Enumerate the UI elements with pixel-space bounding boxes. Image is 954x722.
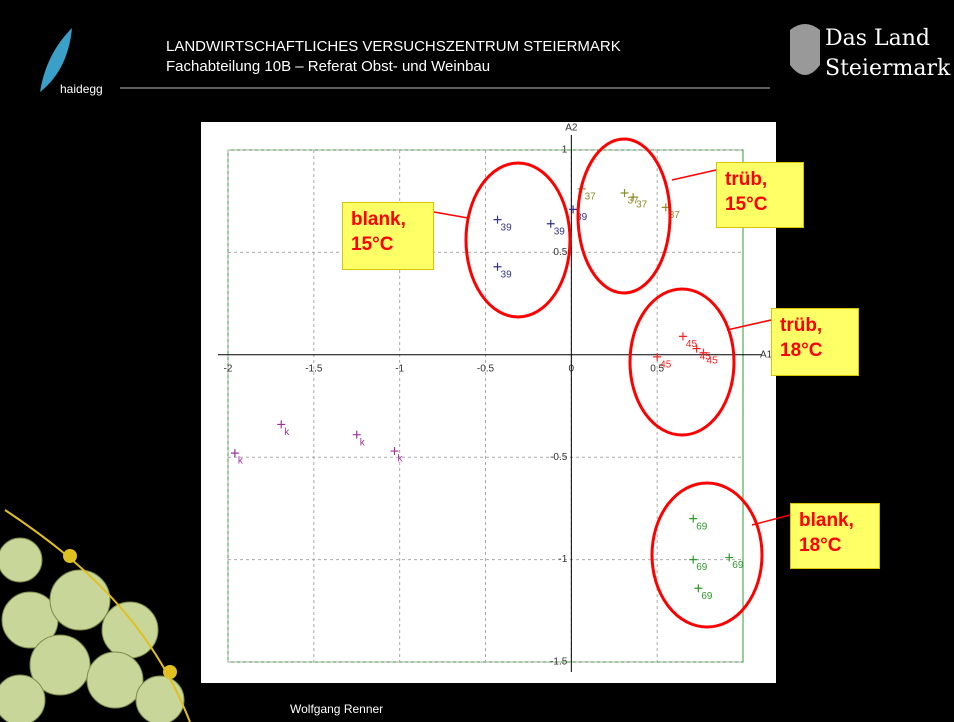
- point-label: 69: [701, 591, 713, 602]
- annotation: blank,18°C: [790, 503, 880, 569]
- x-tick-label: -0.5: [477, 363, 495, 374]
- y-axis-label: A2: [565, 123, 578, 134]
- callout-line: [752, 515, 790, 525]
- point-label: k: [398, 454, 404, 465]
- callout-line: [672, 170, 716, 180]
- highlight-ellipse: [630, 289, 734, 435]
- point-label: 69: [696, 521, 708, 532]
- point-label: 69: [732, 560, 744, 571]
- x-tick-label: -2: [224, 363, 233, 374]
- point-label: 45: [660, 359, 672, 370]
- highlight-ellipse: [652, 483, 762, 627]
- y-tick-label: 1: [562, 145, 568, 156]
- point-label: 39: [501, 222, 513, 233]
- y-tick-label: -1.5: [550, 657, 568, 668]
- x-tick-label: -1: [395, 363, 404, 374]
- point-label: 39: [554, 226, 566, 237]
- annotation: trüb,18°C: [771, 308, 859, 376]
- point-label: 69: [696, 562, 708, 573]
- point-label: 45: [707, 355, 719, 366]
- slide: LANDWIRTSCHAFTLICHES VERSUCHSZENTRUM STE…: [0, 0, 954, 722]
- point-label: k: [284, 427, 290, 438]
- callout-line: [727, 320, 771, 330]
- point-label: 37: [585, 192, 597, 203]
- plot-frame: [228, 150, 743, 662]
- annotation: trüb,15°C: [716, 162, 804, 228]
- point-label: k: [360, 437, 366, 448]
- y-tick-label: -1: [558, 554, 567, 565]
- annotation: blank,15°C: [342, 202, 434, 270]
- callout-line: [434, 212, 468, 218]
- highlight-ellipse: [578, 139, 670, 293]
- y-tick-label: -0.5: [550, 452, 568, 463]
- x-tick-label: -1.5: [305, 363, 323, 374]
- point-label: 39: [501, 269, 513, 280]
- point-label: 37: [636, 200, 648, 211]
- y-tick-label: 0.5: [553, 247, 567, 258]
- highlight-ellipse: [466, 163, 570, 317]
